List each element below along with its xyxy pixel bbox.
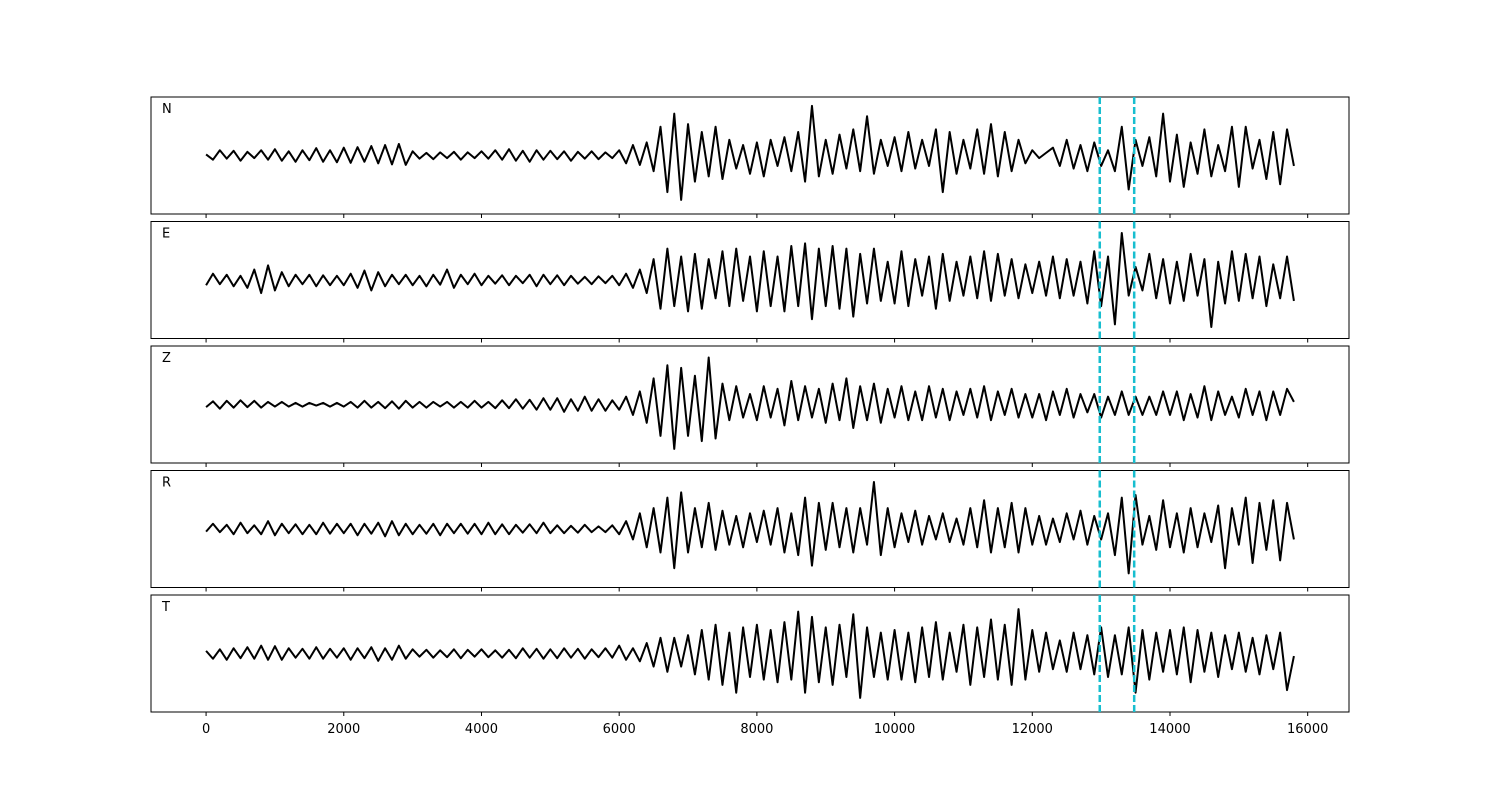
panel bbox=[150, 594, 1350, 713]
x-tick-label: 2000 bbox=[327, 722, 360, 737]
panel-label: E bbox=[162, 227, 170, 242]
waveform bbox=[205, 480, 1295, 575]
waveform bbox=[205, 356, 1295, 450]
panel-frame bbox=[150, 221, 1350, 339]
panel bbox=[150, 470, 1350, 588]
x-tick-label: 16000 bbox=[1287, 722, 1328, 737]
panel bbox=[150, 221, 1350, 339]
waveform bbox=[205, 608, 1295, 699]
panel-frame bbox=[150, 96, 1350, 215]
x-tick-label: 4000 bbox=[465, 722, 498, 737]
x-tick-label: 6000 bbox=[603, 722, 636, 737]
x-tick-label: 10000 bbox=[874, 722, 915, 737]
waveform bbox=[205, 104, 1295, 201]
panel-label: R bbox=[162, 476, 171, 491]
waveform bbox=[205, 231, 1295, 329]
panel-frame bbox=[150, 594, 1350, 713]
x-tick-label: 0 bbox=[202, 722, 210, 737]
panel-frame bbox=[150, 470, 1350, 588]
x-tick-label: 8000 bbox=[740, 722, 773, 737]
x-tick-label: 14000 bbox=[1149, 722, 1190, 737]
panel bbox=[150, 96, 1350, 215]
x-tick-label: 12000 bbox=[1012, 722, 1053, 737]
panel-label: Z bbox=[162, 351, 171, 366]
panel-label: T bbox=[161, 600, 170, 615]
panel bbox=[150, 345, 1350, 464]
panel-label: N bbox=[162, 102, 172, 117]
panel-frame bbox=[150, 345, 1350, 464]
